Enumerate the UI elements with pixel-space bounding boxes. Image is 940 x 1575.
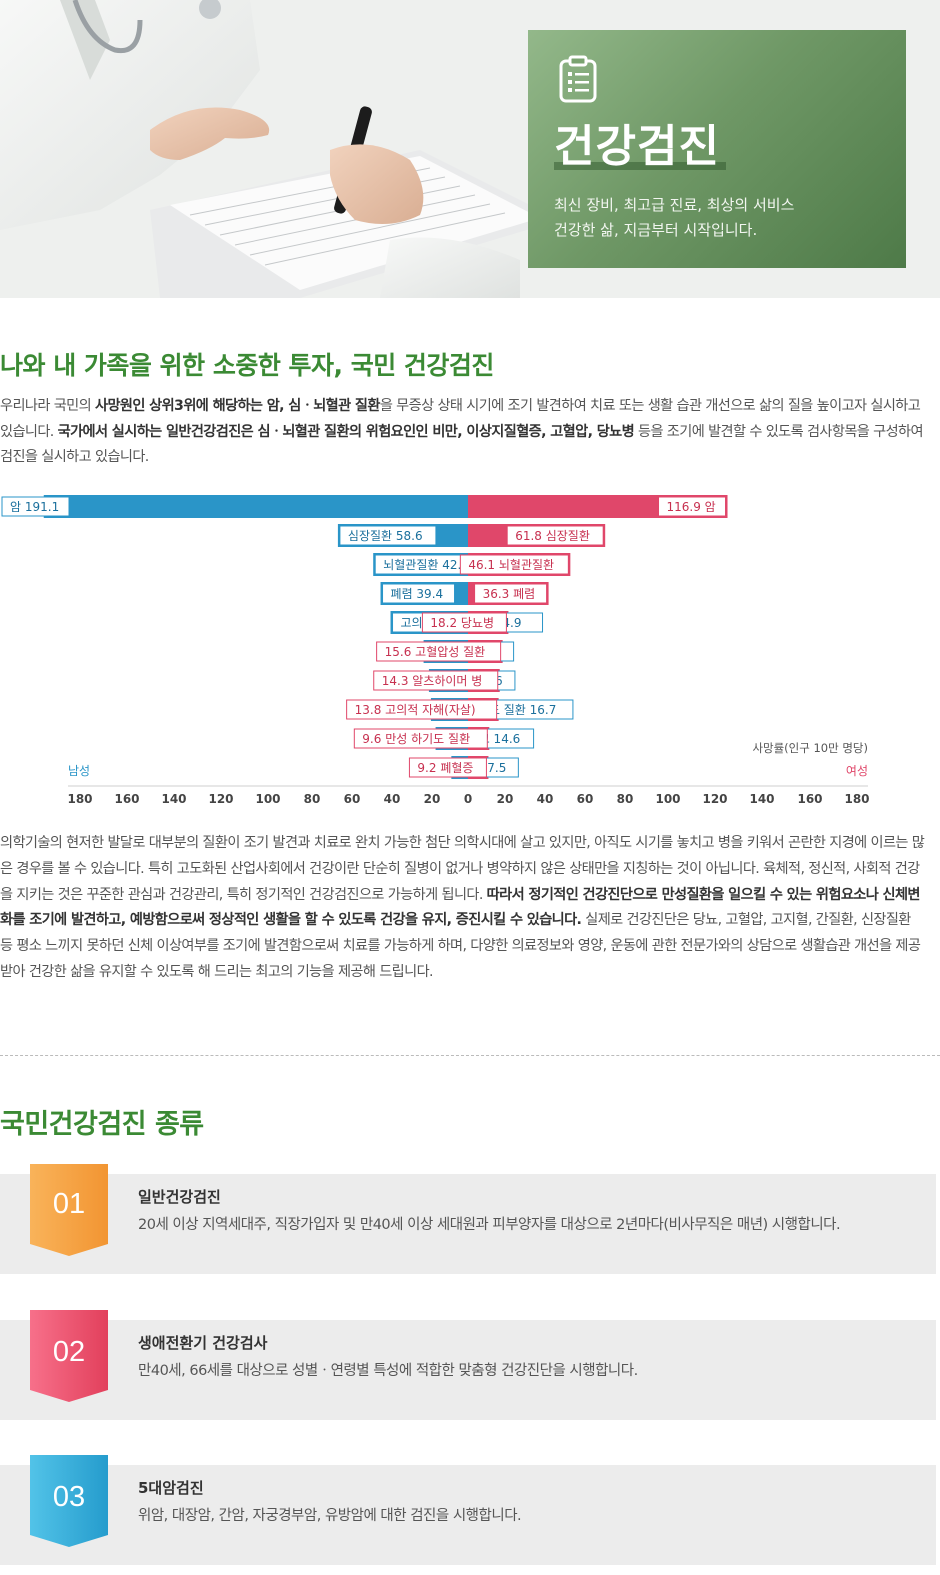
x-tick-label: 40 xyxy=(384,792,401,806)
x-tick-label: 60 xyxy=(344,792,361,806)
card-title: 생애전환기 건강검사 xyxy=(138,1334,268,1352)
intro-text-1: 우리나라 국민의 xyxy=(0,398,95,414)
x-tick-label: 120 xyxy=(208,792,233,806)
male-bar xyxy=(43,495,469,518)
male-data-label: 폐렴 39.4 xyxy=(391,587,444,601)
x-tick-label: 100 xyxy=(255,792,280,806)
intro-bold-1: 사망원인 상위3위에 해당하는 암, 심ㆍ뇌혈관 질환 xyxy=(95,398,380,414)
hero-title: 건강검진 xyxy=(554,121,720,172)
badge-03 xyxy=(30,1455,108,1547)
female-label-box xyxy=(506,525,604,546)
male-label-box xyxy=(339,525,437,546)
male-label-box xyxy=(382,583,456,604)
body-text-1: 의학기술의 현저한 발달로 대부분의 질환이 조기 발견과 치료로 완치 가능한… xyxy=(0,835,925,903)
hero-line-2: 건강한 삶, 지금부터 시작입니다. xyxy=(554,221,758,239)
intro-text-3: 등을 조기에 발견할 수 있도록 검사항목을 구성하여 검진을 실시하고 있습니… xyxy=(0,423,924,466)
badge-02 xyxy=(30,1310,108,1402)
female-data-label: 9.6 만성 하기도 질환 xyxy=(362,732,470,746)
card-title: 일반건강검진 xyxy=(138,1188,221,1206)
hero-info-panel: 건강검진 최신 장비, 최고급 진료, 최상의 서비스 건강한 삶, 지금부터 … xyxy=(528,30,906,268)
hero-line-1: 최신 장비, 최고급 진료, 최상의 서비스 xyxy=(554,196,795,214)
x-tick-label: 160 xyxy=(114,792,139,806)
badge-number: 01 xyxy=(52,1188,86,1220)
female-data-label: 15.6 고혈압성 질환 xyxy=(385,645,486,659)
intro-paragraph: 우리나라 국민의 사망원인 상위3위에 해당하는 암, 심ㆍ뇌혈관 질환을 무증… xyxy=(0,394,925,471)
female-data-label: 14.3 알츠하이머 병 xyxy=(382,674,483,688)
section-divider xyxy=(0,1055,940,1056)
card-description: 만40세, 66세를 대상으로 성별ㆍ연령별 특성에 적합한 맞춤형 건강진단을… xyxy=(138,1363,638,1379)
x-tick-label: 0 xyxy=(464,792,472,806)
female-label-box xyxy=(373,670,499,691)
female-data-label: 61.8 심장질환 xyxy=(515,529,590,543)
female-label-box xyxy=(376,641,502,662)
section-title-types: 국민건강검진 종류 xyxy=(0,1109,204,1140)
body-text-2: 실제로 건강진단은 당뇨, 고혈압, 고지혈, 간질환, 신장질환 등 평소 느… xyxy=(0,912,921,980)
section-title-investment: 나와 내 가족을 위한 소중한 투자, 국민 건강검진 xyxy=(0,351,494,380)
hero-description: 최신 장비, 최고급 진료, 최상의 서비스 건강한 삶, 지금부터 시작입니다… xyxy=(554,193,794,243)
badge-number: 03 xyxy=(52,1481,86,1513)
female-data-label: 36.3 폐렴 xyxy=(483,587,536,601)
intro-text-2: 을 무증상 상태 시기에 조기 발견하여 치료 또는 생활 습관 개선으로 삶의… xyxy=(0,398,921,440)
unit-label: 사망률(인구 10만 명당) xyxy=(752,741,868,755)
x-tick-label: 180 xyxy=(844,792,869,806)
intro-bold-2: 국가에서 실시하는 일반건강검진은 심ㆍ뇌혈관 질환의 위험요인인 비만, 이상… xyxy=(57,423,635,440)
x-tick-label: 80 xyxy=(304,792,321,806)
checkup-type-card-1: 01 일반건강검진 20세 이상 지역세대주, 직장가입자 및 만40세 이상 … xyxy=(0,1164,936,1274)
female-legend-label: 여성 xyxy=(846,764,868,778)
female-data-label: 9.2 폐혈증 xyxy=(417,761,473,775)
female-data-label: 18.2 당뇨병 xyxy=(430,616,494,630)
badge-number: 02 xyxy=(52,1336,86,1368)
x-tick-label: 160 xyxy=(797,792,822,806)
male-data-label: 암 191.1 xyxy=(10,500,59,514)
x-tick-label: 120 xyxy=(702,792,727,806)
x-tick-label: 140 xyxy=(749,792,774,806)
body-bold-1: 따라서 정기적인 건강진단으로 만성질환을 일으킬 수 있는 위험요소나 신체변… xyxy=(0,886,920,929)
badge-01 xyxy=(30,1164,108,1256)
female-label-box xyxy=(459,554,569,575)
male-label-box xyxy=(1,496,70,517)
checkup-type-card-3: 03 5대암검진 위암, 대장암, 간암, 자궁경부암, 유방암에 대한 검진을… xyxy=(0,1455,936,1565)
x-tick-label: 20 xyxy=(497,792,514,806)
female-label-box xyxy=(421,612,507,633)
female-label-box xyxy=(474,583,548,604)
x-tick-label: 20 xyxy=(424,792,441,806)
card-description: 20세 이상 지역세대주, 직장가입자 및 만40세 이상 세대원과 피부양자를… xyxy=(138,1217,841,1233)
female-label-box xyxy=(346,699,498,720)
x-tick-label: 140 xyxy=(161,792,186,806)
x-tick-label: 100 xyxy=(655,792,680,806)
male-legend-label: 남성 xyxy=(68,764,90,778)
clipboard-checklist-icon xyxy=(559,55,597,103)
x-tick-label: 40 xyxy=(537,792,554,806)
male-data-label: 뇌혈관질환 42.7 xyxy=(383,558,469,572)
body-paragraph: 의학기술의 현저한 발달로 대부분의 질환이 조기 발견과 치료로 완치 가능한… xyxy=(0,831,925,986)
female-data-label: 116.9 암 xyxy=(667,500,716,514)
male-data-label: 심장질환 58.6 xyxy=(348,529,423,543)
title-underline xyxy=(554,162,726,170)
female-data-label: 13.8 고의적 자해(자살) xyxy=(355,703,476,717)
x-tick-label: 60 xyxy=(577,792,594,806)
card-description: 위암, 대장암, 간암, 자궁경부암, 유방암에 대한 검진을 시행합니다. xyxy=(138,1508,522,1524)
female-label-box xyxy=(658,496,727,517)
female-label-box xyxy=(353,728,488,749)
hero-banner: 건강검진 최신 장비, 최고급 진료, 최상의 서비스 건강한 삶, 지금부터 … xyxy=(0,0,940,298)
card-title: 5대암검진 xyxy=(138,1479,204,1497)
female-data-label: 46.1 뇌혈관질환 xyxy=(468,558,554,572)
female-label-box xyxy=(408,757,487,778)
x-tick-label: 80 xyxy=(617,792,634,806)
x-tick-label: 180 xyxy=(67,792,92,806)
checkup-type-card-2: 02 생애전환기 건강검사 만40세, 66세를 대상으로 성별ㆍ연령별 특성에… xyxy=(0,1310,936,1420)
